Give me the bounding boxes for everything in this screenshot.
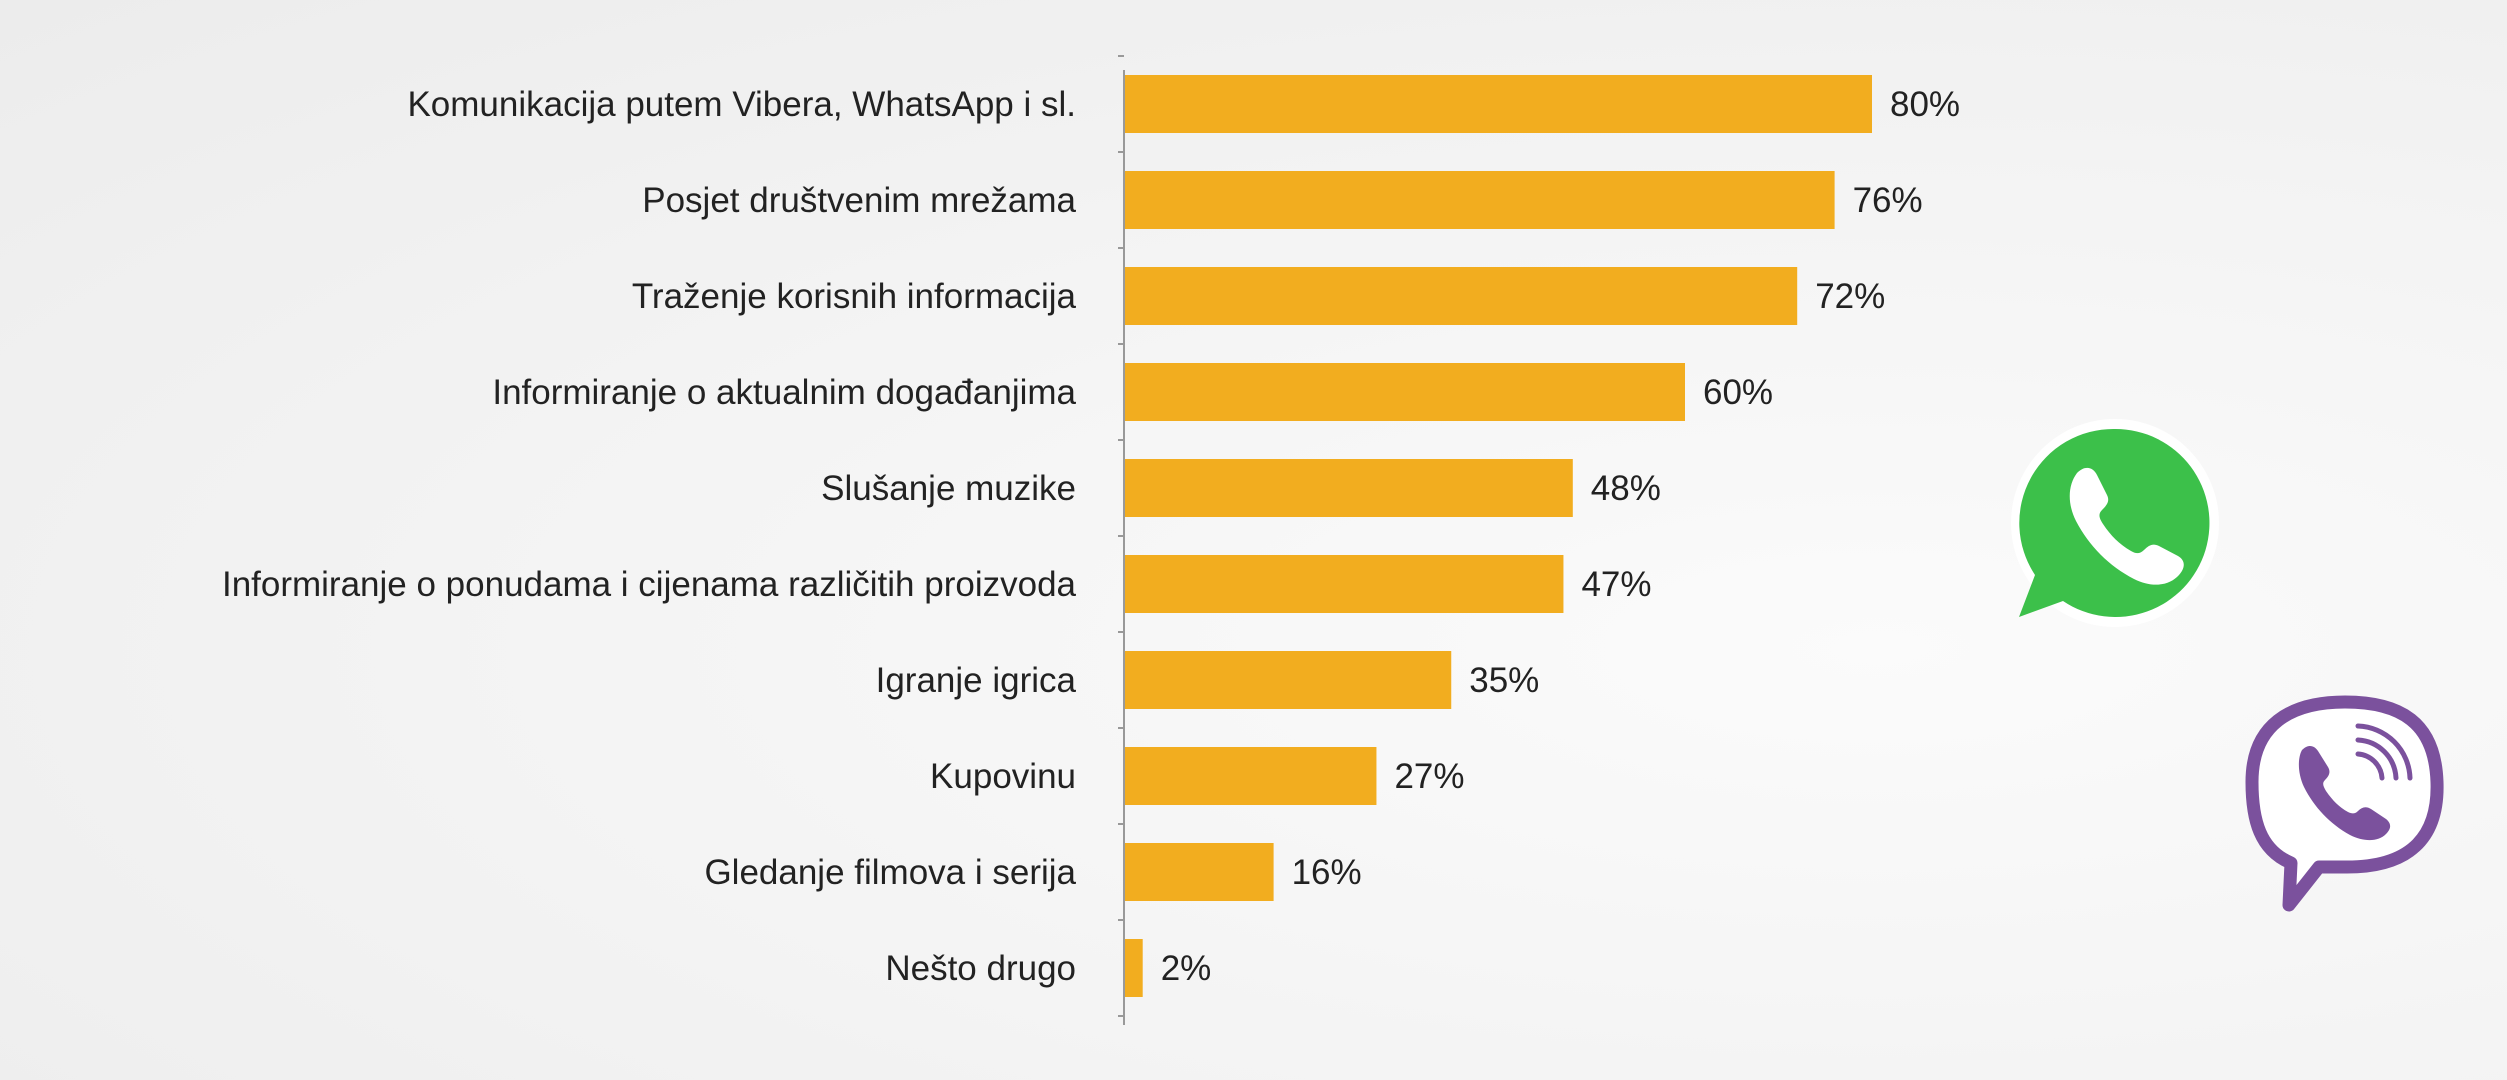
value-label: 16% [1292,853,1362,892]
category-label: Informiranje o ponudama i cijenama razli… [222,565,1077,604]
value-label: 47% [1581,565,1651,604]
value-label: 2% [1161,949,1212,988]
category-label: Igranje igrica [876,661,1077,700]
bar [1124,459,1573,517]
bar [1124,555,1564,613]
category-label: Nešto drugo [885,949,1076,988]
bar [1124,171,1835,229]
value-label: 48% [1591,469,1661,508]
bar [1124,75,1872,133]
category-label: Traženje korisnih informacija [632,277,1077,316]
whatsapp-icon [2011,419,2219,627]
bar [1124,267,1798,325]
viber-icon [2245,695,2444,912]
value-label: 27% [1394,757,1464,796]
value-label: 76% [1853,181,1923,220]
bar [1124,651,1452,709]
category-label: Posjet društvenim mrežama [642,181,1076,220]
bar [1124,843,1274,901]
value-label: 60% [1703,373,1773,412]
category-label: Gledanje filmova i serija [704,853,1076,892]
value-label: 35% [1469,661,1539,700]
bar [1124,363,1685,421]
bar [1124,939,1143,997]
value-label: 72% [1815,277,1885,316]
category-label: Kupovinu [930,757,1076,796]
value-label: 80% [1890,85,1960,124]
category-label: Informiranje o aktualnim događanjima [492,373,1076,412]
category-label: Slušanje muzike [821,469,1076,508]
category-label: Komunikacija putem Vibera, WhatsApp i sl… [407,85,1076,124]
bar [1124,747,1377,805]
